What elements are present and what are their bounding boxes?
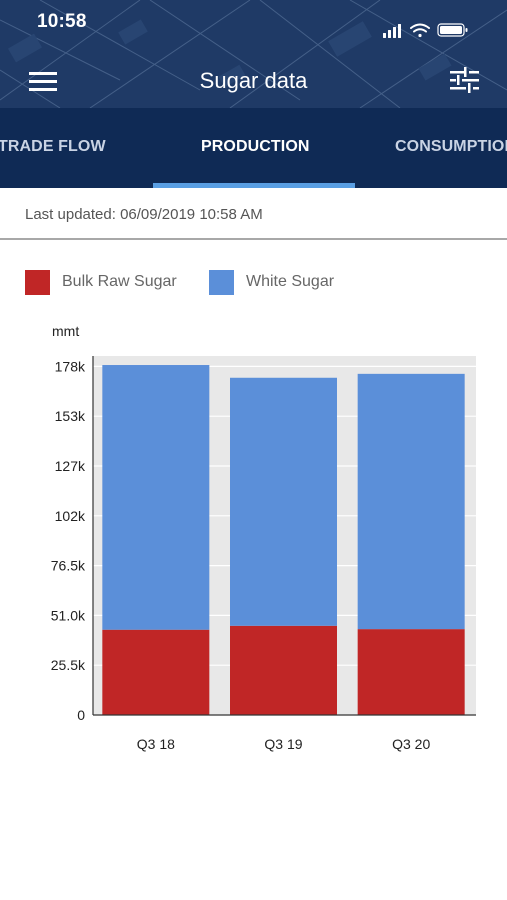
header-background-texture	[0, 0, 507, 108]
bar-bulk-raw-sugar	[230, 625, 337, 715]
bar-bulk-raw-sugar	[102, 629, 210, 715]
status-bar: 10:58	[0, 0, 507, 44]
bar-white-sugar	[357, 373, 465, 630]
wifi-icon	[410, 23, 430, 38]
legend-swatch-bulk-raw-sugar	[25, 270, 50, 295]
active-tab-indicator	[153, 183, 355, 188]
legend-label-white-sugar: White Sugar	[246, 273, 335, 290]
status-icons	[383, 23, 468, 38]
app-header: 10:58	[0, 0, 507, 108]
signal-icon	[383, 24, 401, 38]
bar-bulk-raw-sugar	[357, 629, 465, 715]
y-axis-unit-label: mmt	[52, 323, 80, 339]
tab-production[interactable]: PRODUCTION	[201, 138, 310, 155]
x-tick-label: Q3 18	[137, 736, 175, 752]
x-tick-label: Q3 19	[264, 736, 302, 752]
filter-button[interactable]	[446, 63, 482, 97]
divider	[0, 238, 507, 240]
y-tick-label: 76.5k	[51, 558, 86, 574]
y-tick-label: 25.5k	[51, 657, 86, 673]
production-chart: 0 25.5k 51.0k 76.5k 102k 127k 153k 178k Q3 18 Q3 …	[51, 356, 476, 752]
tab-bar: TRADE FLOW PRODUCTION CONSUMPTION	[0, 108, 507, 188]
hamburger-menu-icon	[29, 72, 57, 91]
bar-white-sugar	[230, 377, 337, 626]
y-tick-label: 153k	[55, 408, 86, 424]
tab-consumption[interactable]: CONSUMPTION	[395, 138, 507, 155]
y-tick-label: 102k	[55, 508, 86, 524]
legend-label-bulk-raw-sugar: Bulk Raw Sugar	[62, 273, 177, 290]
x-tick-label: Q3 20	[392, 736, 430, 752]
last-updated-text: Last updated: 06/09/2019 10:58 AM	[25, 206, 263, 223]
bar-white-sugar	[102, 365, 210, 630]
status-time: 10:58	[37, 11, 87, 32]
tab-trade-flow[interactable]: TRADE FLOW	[0, 138, 106, 155]
y-tick-label: 51.0k	[51, 607, 86, 623]
y-tick-label: 127k	[55, 458, 86, 474]
page-title: Sugar data	[199, 68, 308, 93]
y-tick-label: 0	[77, 707, 85, 723]
legend-swatch-white-sugar	[209, 270, 234, 295]
sliders-filter-icon	[450, 67, 479, 93]
title-row: Sugar data	[0, 56, 507, 106]
battery-icon	[437, 23, 468, 37]
menu-button[interactable]	[26, 66, 60, 96]
y-tick-label: 178k	[55, 358, 86, 374]
